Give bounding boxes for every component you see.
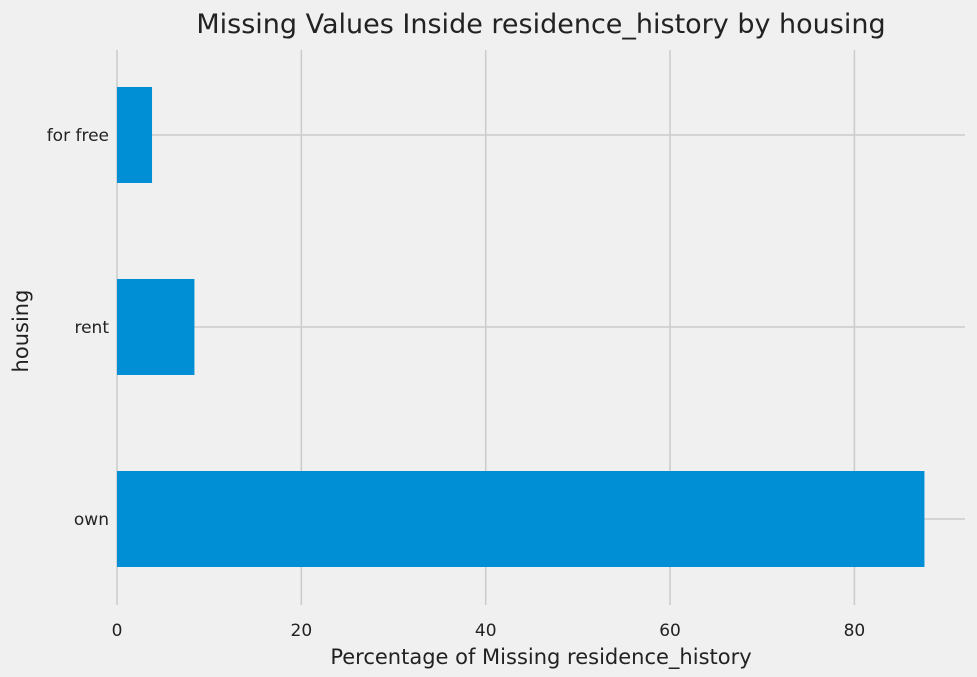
- bar: [117, 471, 925, 567]
- bar: [117, 279, 195, 375]
- y-axis-label: housing: [9, 290, 33, 373]
- x-axis-label: Percentage of Missing residence_history: [330, 645, 751, 670]
- x-tick-label: 40: [475, 621, 497, 641]
- y-tick-label: rent: [74, 318, 109, 338]
- chart-title: Missing Values Inside residence_history …: [196, 9, 885, 40]
- y-tick-label: own: [74, 510, 109, 530]
- x-tick-label: 60: [659, 621, 681, 641]
- x-tick-label: 80: [844, 621, 866, 641]
- bars: [117, 87, 925, 567]
- y-tick-label: for free: [47, 126, 109, 146]
- bar: [117, 87, 153, 183]
- x-tick-label: 20: [291, 621, 313, 641]
- x-tick-label: 0: [112, 621, 123, 641]
- tick-labels: 0 20 40 60 80 own rent for free: [47, 126, 866, 641]
